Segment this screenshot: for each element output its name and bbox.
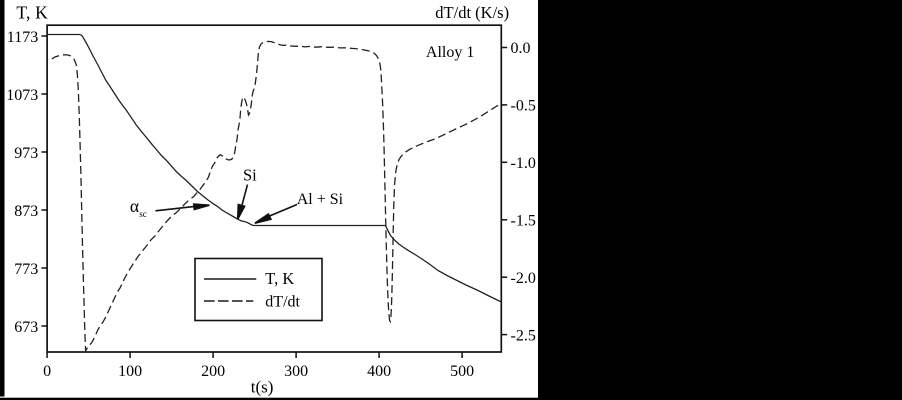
svg-text:673: 673 bbox=[14, 319, 38, 336]
svg-text:973: 973 bbox=[14, 145, 38, 162]
svg-text:200: 200 bbox=[201, 363, 225, 380]
svg-text:773: 773 bbox=[14, 261, 38, 278]
svg-text:Si: Si bbox=[243, 166, 257, 185]
svg-text:Alloy 1: Alloy 1 bbox=[426, 44, 474, 61]
svg-text:0: 0 bbox=[43, 363, 51, 380]
svg-text:α: α bbox=[130, 196, 139, 216]
svg-text:T, K: T, K bbox=[16, 2, 48, 22]
svg-text:dT/dt: dT/dt bbox=[265, 293, 300, 310]
svg-text:-0.5: -0.5 bbox=[511, 98, 536, 115]
svg-text:-1.5: -1.5 bbox=[511, 213, 536, 230]
svg-text:873: 873 bbox=[14, 203, 38, 220]
svg-text:1073: 1073 bbox=[6, 87, 38, 104]
svg-text:0.0: 0.0 bbox=[511, 40, 531, 57]
svg-text:300: 300 bbox=[284, 363, 308, 380]
svg-text:t(s): t(s) bbox=[251, 378, 274, 397]
svg-text:Al + Si: Al + Si bbox=[297, 191, 344, 208]
svg-text:T, K: T, K bbox=[265, 269, 294, 288]
svg-text:dT/dt (K/s): dT/dt (K/s) bbox=[435, 3, 509, 22]
svg-text:-1.0: -1.0 bbox=[511, 155, 536, 172]
svg-text:-2.5: -2.5 bbox=[511, 327, 536, 344]
svg-text:sc: sc bbox=[139, 209, 147, 219]
svg-text:400: 400 bbox=[367, 363, 391, 380]
svg-text:-2.0: -2.0 bbox=[511, 270, 536, 287]
svg-text:500: 500 bbox=[450, 363, 474, 380]
svg-text:1173: 1173 bbox=[7, 29, 38, 46]
svg-text:100: 100 bbox=[118, 363, 142, 380]
